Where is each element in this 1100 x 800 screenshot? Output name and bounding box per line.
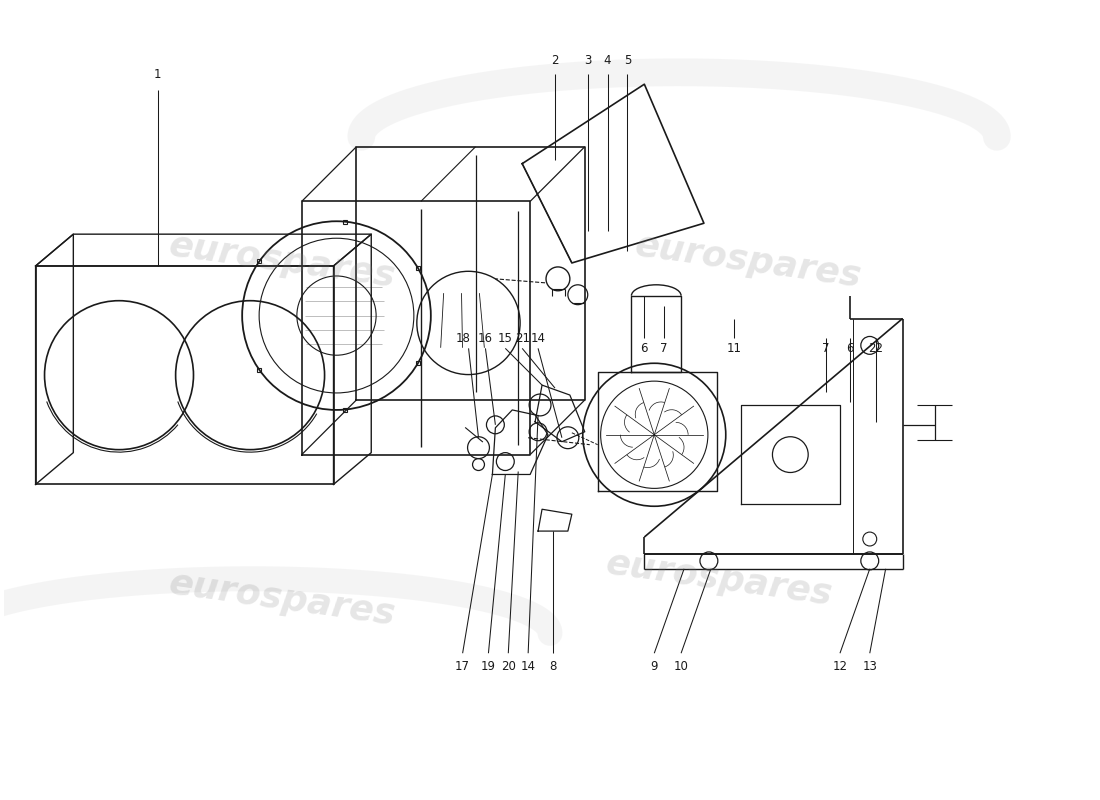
Text: 15: 15 xyxy=(498,332,513,345)
Text: 11: 11 xyxy=(726,342,741,355)
Text: 18: 18 xyxy=(455,332,470,345)
Text: 12: 12 xyxy=(833,660,847,673)
Text: 4: 4 xyxy=(604,54,612,67)
Text: 13: 13 xyxy=(862,660,877,673)
Text: 19: 19 xyxy=(481,660,496,673)
Text: 10: 10 xyxy=(673,660,689,673)
Text: 3: 3 xyxy=(584,54,592,67)
Text: 22: 22 xyxy=(868,342,883,355)
Text: 7: 7 xyxy=(823,342,829,355)
Text: 9: 9 xyxy=(650,660,658,673)
Text: 6: 6 xyxy=(846,342,854,355)
Text: 7: 7 xyxy=(660,342,668,355)
Text: 17: 17 xyxy=(455,660,470,673)
Text: 16: 16 xyxy=(478,332,493,345)
Text: 8: 8 xyxy=(549,660,557,673)
Text: 21: 21 xyxy=(515,332,530,345)
Text: 1: 1 xyxy=(154,68,162,81)
Text: eurospares: eurospares xyxy=(166,228,397,294)
Text: 20: 20 xyxy=(500,660,516,673)
Text: eurospares: eurospares xyxy=(632,228,865,294)
Text: 5: 5 xyxy=(624,54,631,67)
Text: eurospares: eurospares xyxy=(603,546,835,611)
Text: 2: 2 xyxy=(551,54,559,67)
Text: 6: 6 xyxy=(640,342,648,355)
Text: 14: 14 xyxy=(530,332,546,345)
Text: eurospares: eurospares xyxy=(166,566,397,631)
Text: 14: 14 xyxy=(520,660,536,673)
